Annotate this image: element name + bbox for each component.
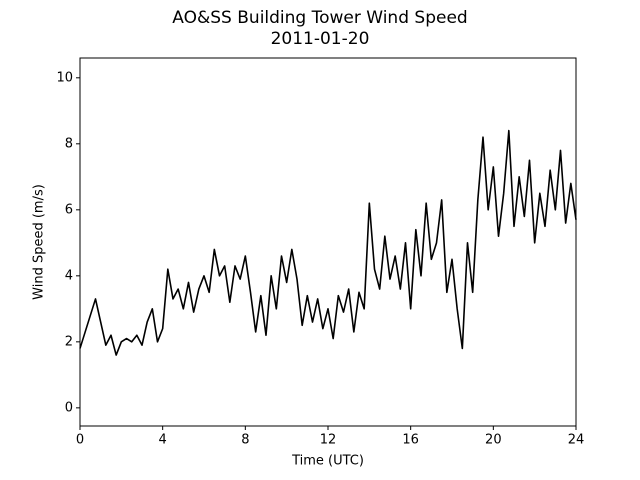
x-axis-label: Time (UTC) <box>291 454 364 469</box>
x-tick-label: 24 <box>568 433 585 448</box>
x-tick-label: 12 <box>320 433 337 448</box>
y-tick-label: 6 <box>65 202 73 217</box>
y-tick-label: 0 <box>65 400 73 415</box>
x-tick-label: 16 <box>402 433 419 448</box>
x-tick-label: 4 <box>159 433 167 448</box>
y-tick-label: 8 <box>65 136 73 151</box>
x-tick-label: 20 <box>485 433 502 448</box>
plot-frame <box>79 57 577 427</box>
y-tick-label: 2 <box>65 334 73 349</box>
y-axis-label: Wind Speed (m/s) <box>32 184 47 300</box>
line <box>79 129 577 356</box>
x-tick-label: 0 <box>76 433 84 448</box>
chart-subtitle: 2011-01-20 <box>271 29 370 49</box>
y-tick-label: 4 <box>65 268 73 283</box>
x-tick-label: 8 <box>241 433 249 448</box>
chart-title: AO&SS Building Tower Wind Speed <box>172 8 467 28</box>
y-tick-label: 10 <box>56 70 73 85</box>
